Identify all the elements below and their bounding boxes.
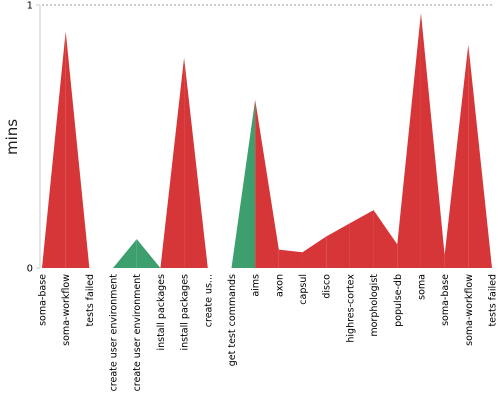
area-segment-17 <box>420 12 445 269</box>
x-tick-label-1: soma-base <box>38 274 49 326</box>
data-point-1 <box>41 267 43 269</box>
x-tick-label-3: tests failed <box>85 274 96 327</box>
area-segment-4 <box>113 239 137 268</box>
plot-area <box>41 12 493 269</box>
x-tick-label-15: morphologist <box>369 274 380 337</box>
area-segment-10 <box>255 99 279 269</box>
x-tick-label-9: get test commands <box>227 274 238 366</box>
data-point-19 <box>468 44 470 46</box>
data-point-12 <box>302 251 304 253</box>
data-point-14 <box>349 222 351 224</box>
x-tick-label-12: capsul <box>298 274 309 305</box>
area-segment-2 <box>65 31 90 268</box>
data-point-11 <box>278 249 280 251</box>
area-segment-14 <box>349 210 374 268</box>
x-tick-label-7: install packages <box>180 274 191 351</box>
x-tick-label-14: highres-cortex <box>345 274 356 343</box>
data-point-10 <box>254 99 256 101</box>
data-point-8 <box>207 267 209 269</box>
x-tick-label-6: install packages <box>156 274 167 351</box>
area-segment-11 <box>278 249 303 268</box>
area-segment-5 <box>136 239 161 268</box>
x-tick-label-2: soma-workflow <box>61 274 72 346</box>
x-tick-label-16: populse-db <box>393 274 404 327</box>
data-point-6 <box>160 267 162 269</box>
data-point-20 <box>491 267 493 269</box>
x-tick-label-8: create us... <box>203 274 214 327</box>
y-tick-label-2: 1 <box>27 1 33 12</box>
y-ticks: 01 <box>27 1 40 275</box>
x-tick-label-13: disco <box>322 274 333 299</box>
data-point-13 <box>325 236 327 238</box>
area-segment-7 <box>184 57 208 268</box>
x-tick-label-17: soma <box>416 274 427 300</box>
area-segment-1 <box>42 31 66 268</box>
area-segment-12 <box>302 236 327 268</box>
y-axis-title: mins <box>3 119 21 155</box>
x-ticks: soma-base soma-workflow tests failed create… <box>38 274 499 392</box>
y-tick-label-1: 0 <box>27 264 33 275</box>
area-segment-6 <box>160 57 185 268</box>
x-tick-label-5: create user environment <box>132 274 143 392</box>
data-point-4 <box>112 267 114 269</box>
data-point-18 <box>444 254 446 256</box>
x-tick-label-19: soma-workflow <box>464 274 475 346</box>
data-point-15 <box>373 209 375 211</box>
data-point-7 <box>183 57 185 59</box>
x-tick-label-18: soma-base <box>440 274 451 326</box>
area-segment-18 <box>444 44 469 269</box>
data-point-17 <box>420 12 422 14</box>
data-point-9 <box>231 267 233 269</box>
x-tick-label-10: aims <box>251 274 262 297</box>
area-segment-16 <box>397 12 421 269</box>
data-point-2 <box>65 31 67 33</box>
data-point-3 <box>89 267 91 269</box>
x-tick-label-11: axon <box>274 274 285 297</box>
area-segment-15 <box>373 210 398 268</box>
area-segment-13 <box>326 223 350 268</box>
data-point-16 <box>396 244 398 246</box>
x-tick-label-4: create user environment <box>109 274 120 392</box>
data-point-5 <box>136 238 138 240</box>
area-segment-9 <box>231 99 256 269</box>
x-tick-label-20: tests failed <box>488 274 499 327</box>
area-segment-19 <box>468 44 492 269</box>
